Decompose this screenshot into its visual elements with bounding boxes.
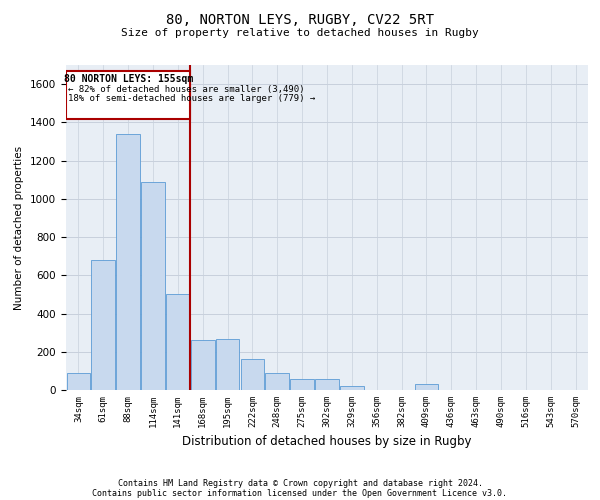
Y-axis label: Number of detached properties: Number of detached properties	[14, 146, 25, 310]
X-axis label: Distribution of detached houses by size in Rugby: Distribution of detached houses by size …	[182, 436, 472, 448]
Text: ← 82% of detached houses are smaller (3,490): ← 82% of detached houses are smaller (3,…	[68, 85, 305, 94]
Bar	[265, 373, 289, 390]
Bar	[241, 360, 264, 390]
Bar	[116, 134, 140, 390]
Bar	[340, 386, 364, 390]
Bar	[166, 294, 190, 390]
Bar	[315, 378, 339, 390]
Text: Contains HM Land Registry data © Crown copyright and database right 2024.: Contains HM Land Registry data © Crown c…	[118, 478, 482, 488]
Bar	[415, 384, 438, 390]
Text: Size of property relative to detached houses in Rugby: Size of property relative to detached ho…	[121, 28, 479, 38]
Bar	[290, 378, 314, 390]
Bar	[141, 182, 165, 390]
Bar	[216, 340, 239, 390]
Bar	[67, 373, 90, 390]
Bar	[91, 260, 115, 390]
Text: 80, NORTON LEYS, RUGBY, CV22 5RT: 80, NORTON LEYS, RUGBY, CV22 5RT	[166, 12, 434, 26]
Text: Contains public sector information licensed under the Open Government Licence v3: Contains public sector information licen…	[92, 488, 508, 498]
Text: 18% of semi-detached houses are larger (779) →: 18% of semi-detached houses are larger (…	[68, 94, 316, 102]
Text: 80 NORTON LEYS: 155sqm: 80 NORTON LEYS: 155sqm	[64, 74, 193, 84]
Bar	[191, 340, 215, 390]
FancyBboxPatch shape	[67, 70, 190, 120]
